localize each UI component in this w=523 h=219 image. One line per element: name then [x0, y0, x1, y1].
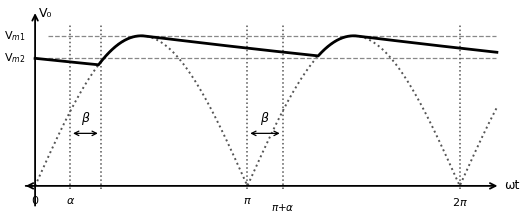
Text: $\alpha$: $\alpha$	[66, 196, 75, 206]
Text: V₀: V₀	[39, 7, 52, 20]
Text: $\pi$: $\pi$	[243, 196, 252, 206]
Text: $2\pi$: $2\pi$	[452, 196, 468, 208]
Text: ωt: ωt	[504, 179, 519, 192]
Text: V$_{m2}$: V$_{m2}$	[4, 51, 26, 65]
Text: 0: 0	[31, 196, 39, 206]
Text: $\beta$: $\beta$	[81, 110, 90, 127]
Text: V$_{m1}$: V$_{m1}$	[4, 29, 26, 43]
Text: $\beta$: $\beta$	[260, 110, 270, 127]
Text: $\pi$+$\alpha$: $\pi$+$\alpha$	[271, 202, 294, 213]
